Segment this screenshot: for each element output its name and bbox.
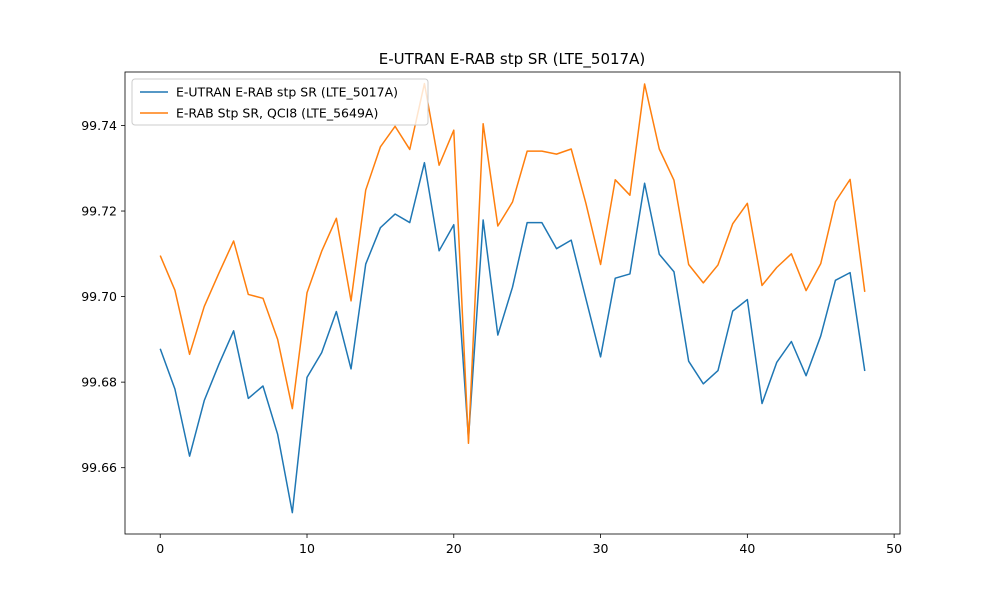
- x-tick-label: 40: [739, 541, 755, 556]
- x-tick-label: 20: [446, 541, 462, 556]
- legend-label-2: E-RAB Stp SR, QCI8 (LTE_5649A): [176, 106, 378, 121]
- x-tick-label: 30: [593, 541, 609, 556]
- y-tick-label: 99.70: [81, 289, 117, 304]
- chart-title: E-UTRAN E-RAB stp SR (LTE_5017A): [379, 50, 645, 69]
- x-tick-label: 10: [299, 541, 315, 556]
- series-line-2: [159, 82, 866, 445]
- series-line-1: [159, 161, 866, 514]
- y-tick-label: 99.74: [81, 118, 117, 133]
- y-tick-label: 99.68: [81, 375, 117, 390]
- x-tick-label: 50: [886, 541, 902, 556]
- x-tick-label: 0: [156, 541, 164, 556]
- y-tick-label: 99.72: [81, 204, 117, 219]
- legend-box: [131, 78, 429, 126]
- y-tick-label: 99.66: [81, 460, 117, 475]
- legend-label-1: E-UTRAN E-RAB stp SR (LTE_5017A): [176, 85, 398, 100]
- plot-area: 0 10 20 30 40 50 99.66 99.68 99.70 99.72 99.74 E-UT…: [81, 71, 902, 556]
- axes-frame: [124, 71, 901, 535]
